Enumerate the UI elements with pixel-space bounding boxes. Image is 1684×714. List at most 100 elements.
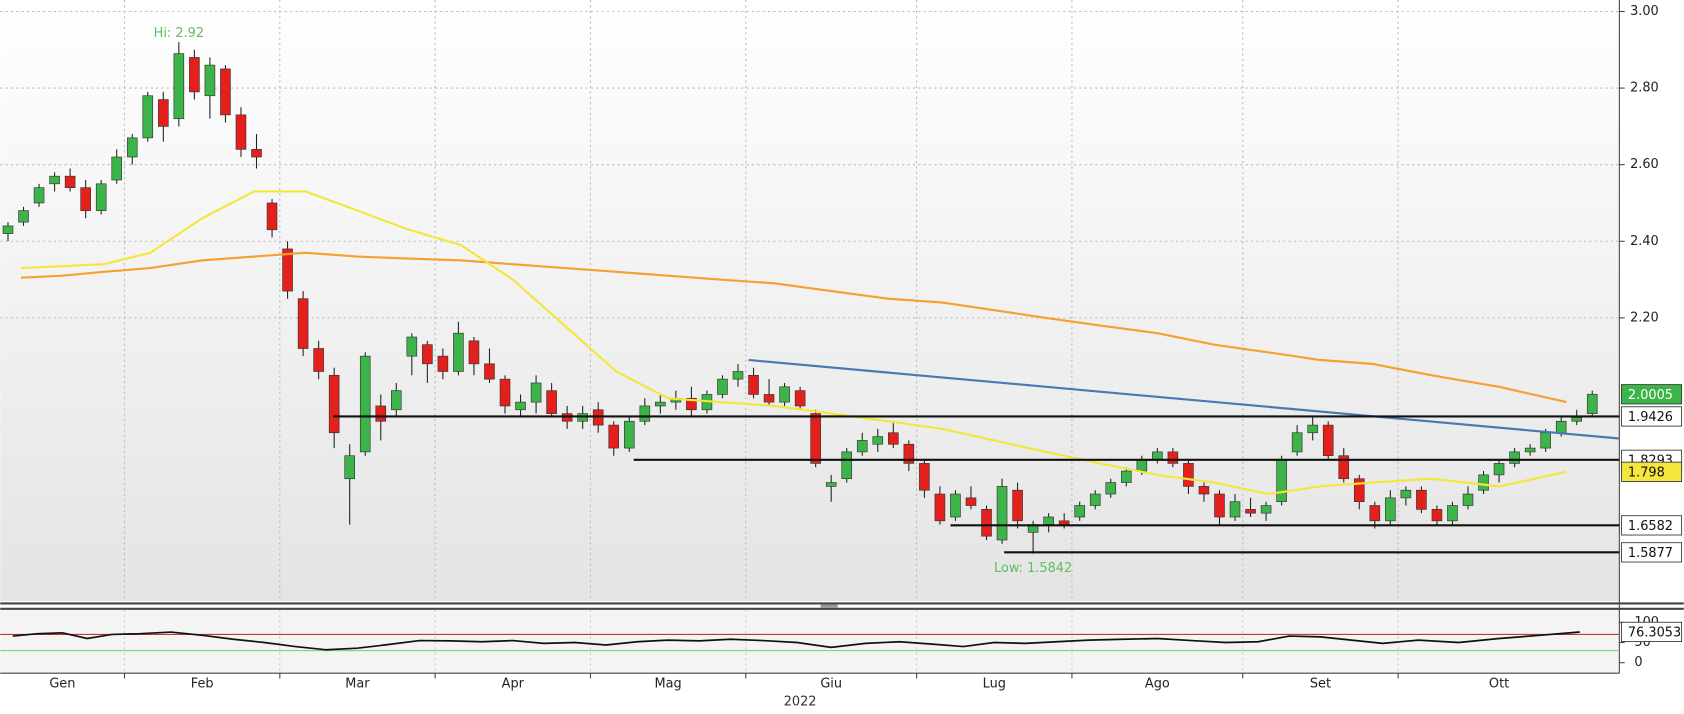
candle-body	[1385, 497, 1396, 522]
candle-body	[1447, 505, 1458, 522]
candle-body	[2, 225, 14, 234]
candle-body	[1493, 463, 1505, 476]
candle-body	[1338, 455, 1350, 480]
level-label-box	[1621, 406, 1683, 427]
candle-body	[328, 374, 340, 434]
candle-body	[406, 336, 418, 357]
candle-body	[422, 344, 433, 365]
candle-body	[950, 493, 961, 518]
candle-body	[1214, 493, 1225, 518]
candle-body	[49, 175, 60, 185]
trendline	[748, 358, 1620, 440]
candle-body	[173, 53, 185, 120]
candle-body	[1121, 470, 1132, 483]
candle-body	[1245, 509, 1256, 514]
candle-body	[1540, 432, 1551, 449]
rsi-y-tick-label: 0	[1634, 655, 1642, 670]
ma200-line	[20, 251, 1567, 404]
candle-body	[1478, 474, 1489, 491]
candle-body	[1089, 493, 1101, 506]
candle-body	[919, 463, 930, 491]
x-tick-label: Mag	[655, 676, 682, 691]
x-tick-label: Feb	[191, 676, 214, 691]
candle-body	[1152, 451, 1163, 460]
candle-body	[1462, 493, 1474, 506]
candle-body	[18, 210, 29, 223]
candle-body	[204, 64, 216, 97]
candle-body	[235, 114, 247, 150]
candle-body	[1012, 489, 1023, 522]
y-tick-label: 2.20	[1630, 310, 1659, 325]
level-label: 1.6582	[1628, 519, 1673, 534]
candle-body	[64, 175, 76, 188]
level-label-box	[1621, 515, 1683, 536]
y-tick-label: 2.60	[1630, 157, 1659, 172]
annotation-low: Low: 1.5842	[994, 561, 1072, 576]
candle-body	[344, 455, 355, 480]
candle-body	[686, 397, 697, 411]
level-label-box	[1621, 542, 1683, 563]
candle-body	[1322, 424, 1334, 457]
x-tick-label: Mar	[345, 676, 370, 691]
candle-body	[981, 509, 992, 537]
candle-body	[189, 57, 200, 93]
candle-body	[732, 371, 744, 380]
candle-body	[80, 187, 91, 211]
candle-body	[872, 436, 884, 445]
candle-body	[1571, 417, 1583, 422]
candle-body	[142, 95, 154, 139]
x-tick-label: Ott	[1489, 676, 1509, 691]
candle-body	[126, 137, 138, 158]
rsi-last-label: 76.3053	[1628, 625, 1681, 640]
candle-body	[297, 298, 309, 349]
candle-body	[794, 390, 806, 407]
candle-body	[220, 68, 231, 116]
candle-body	[996, 486, 1008, 541]
candle-body	[934, 493, 946, 522]
last-price-label-box	[1621, 384, 1683, 405]
candle-body	[437, 355, 449, 372]
candle-body	[468, 340, 480, 365]
candle-body	[313, 348, 324, 372]
candle-body	[499, 378, 511, 407]
y-tick-label: 2.80	[1630, 81, 1659, 96]
candle-body	[1183, 463, 1194, 487]
candle-body	[1136, 459, 1148, 472]
x-tick-label: Ago	[1145, 676, 1170, 691]
level-label: 1.5877	[1628, 546, 1673, 561]
candle-body	[359, 355, 371, 453]
candle-body	[282, 248, 293, 292]
candle-body	[1555, 420, 1567, 434]
candle-body	[530, 382, 542, 403]
candle-body	[639, 405, 651, 422]
candle-body	[453, 332, 464, 372]
annotation-hi: Hi: 2.92	[154, 26, 204, 41]
candle-body	[1524, 447, 1536, 453]
candle-body	[810, 413, 821, 464]
last-price-label: 2.0005	[1628, 388, 1673, 403]
candle-body	[903, 443, 915, 464]
ma50-label: 1.798	[1628, 465, 1665, 480]
level-label: 1.9426	[1628, 410, 1673, 425]
candle-body	[779, 386, 790, 403]
x-tick-label: Set	[1310, 676, 1331, 691]
x-tick-label: Apr	[502, 676, 525, 691]
candle-body	[1509, 451, 1520, 464]
candle-body	[546, 390, 557, 414]
candle-body	[484, 363, 495, 380]
candle-body	[1400, 489, 1412, 499]
y-tick-label: 2.40	[1630, 234, 1659, 249]
candle-body	[1043, 516, 1054, 525]
candle-body	[1353, 478, 1365, 503]
candle-body	[1416, 489, 1427, 510]
candle-body	[251, 149, 262, 158]
candle-body	[717, 378, 728, 395]
price-panel	[0, 0, 1620, 602]
candle-body	[266, 202, 278, 231]
candle-body	[1167, 451, 1179, 464]
candle-body	[1074, 505, 1085, 518]
candle-body	[158, 99, 169, 127]
candle-body	[825, 482, 837, 487]
